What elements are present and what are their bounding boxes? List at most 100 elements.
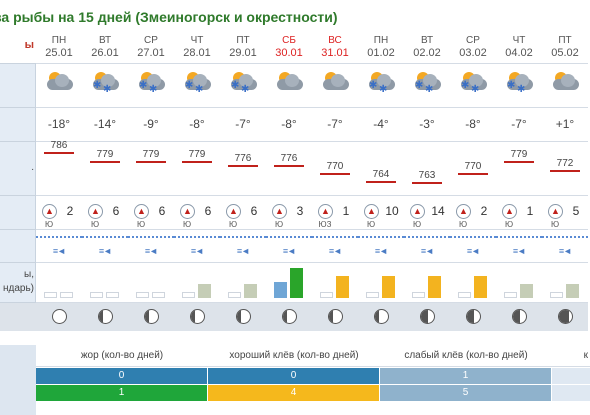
fish-icon: ≡◄ — [420, 246, 434, 256]
bite-forecast-cell — [542, 263, 588, 303]
moon-phase-icon — [282, 309, 297, 324]
wind-speed: 1 — [342, 204, 350, 218]
wave-icon — [496, 236, 542, 240]
pressure-value: 779 — [188, 149, 206, 160]
bite-bar-empty — [320, 292, 333, 298]
moon-phase-icon — [512, 309, 527, 324]
wave-icon — [220, 236, 266, 240]
bite-forecast-cell — [358, 263, 404, 303]
day-date: 02.02 — [413, 47, 441, 59]
pressure-cell: 776 — [266, 142, 312, 196]
bite-bar-empty — [550, 292, 563, 298]
wind-compass-icon: ▲ — [364, 204, 379, 219]
water-cell: ≡◄ — [404, 230, 450, 263]
pressure-cell: 779 — [174, 142, 220, 196]
moon-cell — [174, 303, 220, 331]
cloud-icon — [93, 72, 119, 94]
pressure-line — [274, 165, 304, 167]
temperature-cell: -14° — [82, 108, 128, 142]
weather-cell — [542, 64, 588, 108]
wind-compass-icon: ▲ — [318, 204, 333, 219]
wave-icon — [82, 236, 128, 240]
day-of-week: ЧТ — [512, 35, 526, 46]
cloud-icon — [185, 72, 211, 94]
legend-left-column — [0, 345, 36, 415]
wind-cell: ▲ Ю 6 — [174, 196, 220, 230]
cloud-icon — [461, 72, 487, 94]
wind-compass-icon: ▲ — [226, 204, 241, 219]
bite-forecast-cell — [82, 263, 128, 303]
moon-cell — [220, 303, 266, 331]
moon-cell — [36, 303, 82, 331]
temperature-value: -8° — [465, 117, 481, 131]
temperature-cell: -3° — [404, 108, 450, 142]
pressure-line — [550, 170, 580, 172]
row-label-pressure-text: . — [31, 162, 34, 173]
fish-icon: ≡◄ — [512, 246, 526, 256]
wind-cell: ▲ Ю 14 — [404, 196, 450, 230]
wind-speed: 5 — [572, 204, 580, 218]
moon-phase-icon — [236, 309, 251, 324]
bite-forecast-cell — [496, 263, 542, 303]
temperature-value: -8° — [189, 117, 205, 131]
bite-bar-empty — [60, 292, 73, 298]
day-of-week: ПН — [51, 35, 67, 46]
legend-row1-good-bite: 0 — [208, 368, 379, 384]
day-column: ВТ 02.02 ✱ ✱ -3° 763 ▲ Ю 14 ≡◄ — [404, 30, 450, 331]
pressure-line — [182, 161, 212, 163]
fish-icon: ≡◄ — [144, 246, 158, 256]
water-cell: ≡◄ — [266, 230, 312, 263]
moon-phase-icon — [420, 309, 435, 324]
day-header: ВС 31.01 — [312, 30, 358, 64]
bite-forecast-cell — [174, 263, 220, 303]
pressure-value: 776 — [234, 153, 252, 164]
bite-legend: жор (кол-во дней) хороший клёв (кол-во д… — [0, 345, 590, 415]
day-date: 29.01 — [229, 47, 257, 59]
fish-icon: ≡◄ — [466, 246, 480, 256]
day-date: 28.01 — [183, 47, 211, 59]
day-column: ПТ 05.02 +1° 772 ▲ Ю 5 ≡◄ — [542, 30, 588, 331]
row-label-temperature — [0, 108, 36, 142]
day-of-week: ВТ — [98, 35, 112, 46]
weather-cell: ✱ ✱ — [450, 64, 496, 108]
day-date: 27.01 — [137, 47, 165, 59]
day-date: 30.01 — [275, 47, 303, 59]
wave-icon — [542, 236, 588, 240]
pressure-value: 764 — [372, 169, 390, 180]
legend-row2-weak-bite: 5 — [380, 385, 551, 401]
day-column: СБ 30.01 -8° 776 ▲ Ю 3 ≡◄ — [266, 30, 312, 331]
snowflake-icon: ✱ — [517, 84, 526, 95]
snowflake-icon: ✱ — [369, 80, 378, 91]
pressure-line — [90, 161, 120, 163]
temperature-value: -9° — [143, 117, 159, 131]
pressure-value: 776 — [280, 153, 298, 164]
day-of-week: ВС — [328, 35, 342, 46]
legend-row1-other — [552, 368, 590, 384]
row-label-pressure: . — [0, 142, 36, 196]
wind-direction: Ю — [90, 220, 100, 229]
snowflake-icon: ✱ — [379, 84, 388, 95]
bite-bar-yellow — [336, 276, 349, 298]
day-of-week: ПТ — [558, 35, 572, 46]
weather-cell: ✱ ✱ — [174, 64, 220, 108]
pressure-value: 763 — [418, 170, 436, 181]
pressure-line — [458, 173, 488, 175]
bite-bar-empty — [152, 292, 165, 298]
row-label-wind — [0, 196, 36, 230]
moon-phase-icon — [328, 309, 343, 324]
wind-direction: ЮЗ — [318, 220, 332, 229]
wave-icon — [450, 236, 496, 240]
wind-direction: Ю — [550, 220, 560, 229]
temperature-cell: -7° — [312, 108, 358, 142]
fish-icon: ≡◄ — [328, 246, 342, 256]
day-column: ЧТ 04.02 ✱ ✱ -7° 779 ▲ Ю 1 ≡◄ — [496, 30, 542, 331]
weather-cell — [312, 64, 358, 108]
wind-speed: 6 — [250, 204, 258, 218]
cloud-icon — [369, 72, 395, 94]
day-column: ПТ 29.01 ✱ ✱ -7° 776 ▲ Ю 6 ≡◄ — [220, 30, 266, 331]
snowflake-icon: ✱ — [471, 84, 480, 95]
snowflake-icon: ✱ — [425, 84, 434, 95]
wind-speed: 6 — [112, 204, 120, 218]
moon-cell — [450, 303, 496, 331]
pressure-cell: 779 — [128, 142, 174, 196]
